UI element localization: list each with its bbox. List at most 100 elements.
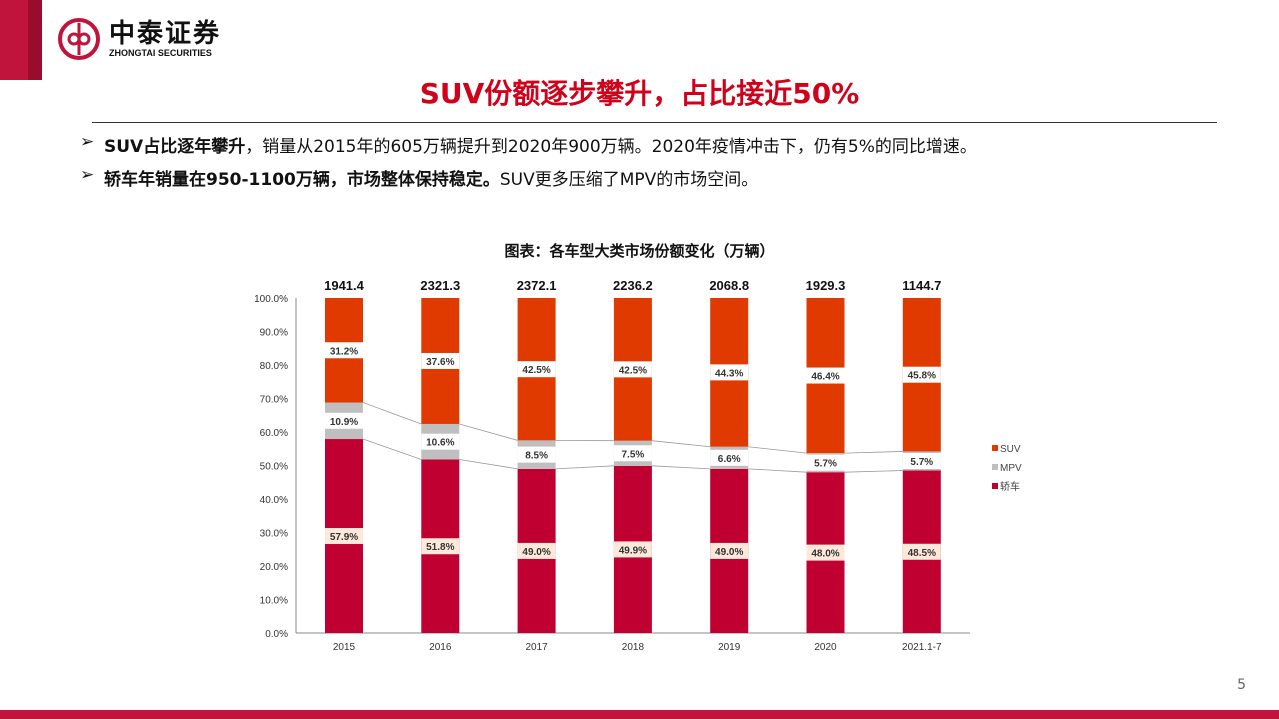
bullet-text: SUV更多压缩了MPV的市场空间。 — [499, 170, 759, 190]
series-line — [844, 451, 903, 454]
data-label: 7.5% — [622, 449, 645, 460]
data-label-bg — [613, 541, 652, 558]
data-label-bg — [325, 342, 363, 359]
data-label: 31.2% — [330, 346, 358, 357]
y-tick-label: 20.0% — [260, 562, 288, 573]
logo-en: ZHONGTAI SECURITIES — [109, 48, 212, 58]
page-number: 5 — [1237, 677, 1246, 693]
chart-title: 图表：各车型大类市场份额变化（万辆） — [504, 242, 775, 260]
logo: 中泰证券 ZHONGTAI SECURITIES — [57, 17, 221, 61]
data-label-bg — [710, 364, 749, 381]
legend-swatch — [992, 483, 998, 489]
data-label: 49.0% — [522, 547, 550, 558]
bullet-bold: SUV占比逐年攀升 — [104, 137, 246, 157]
data-label-bg — [421, 352, 460, 369]
data-label: 5.7% — [910, 457, 933, 468]
data-label: 5.7% — [814, 459, 837, 470]
data-label-bg — [517, 446, 556, 463]
data-label-bg — [806, 454, 845, 471]
series-line — [362, 402, 422, 425]
data-label: 6.6% — [718, 454, 741, 465]
left-brand-bar — [0, 0, 28, 80]
data-label-bg — [421, 433, 460, 450]
x-tick-label: 2015 — [333, 642, 356, 653]
data-label: 45.8% — [908, 371, 936, 382]
series-line — [555, 465, 614, 470]
bullet-text: ，销量从2015年的605万辆提升到2020年900万辆。2020年疫情冲击下，… — [245, 137, 977, 157]
bullet-bold: 轿车年销量在950-1100万辆，市场整体保持稳定。 — [104, 170, 500, 190]
series-line — [651, 465, 711, 470]
legend-swatch — [992, 445, 998, 451]
data-label: 10.6% — [426, 438, 454, 449]
page-title: SUV份额逐步攀升，占比接近50% — [419, 77, 860, 110]
data-label-bg — [710, 542, 749, 559]
series-line — [844, 470, 903, 473]
data-label-bg — [517, 361, 556, 378]
y-tick-label: 60.0% — [260, 428, 288, 439]
data-label-bg — [710, 449, 749, 466]
series-line — [362, 438, 422, 460]
series-line — [651, 440, 711, 448]
bottom-bar — [0, 710, 1279, 719]
data-label: 49.9% — [619, 545, 647, 556]
total-label: 2236.2 — [613, 278, 653, 293]
data-label-bg — [806, 367, 845, 384]
data-label-bg — [613, 445, 652, 462]
data-label: 48.0% — [811, 549, 839, 560]
x-tick-label: 2017 — [525, 642, 548, 653]
x-tick-label: 2016 — [429, 642, 452, 653]
total-label: 1929.3 — [806, 278, 846, 293]
x-tick-label: 2019 — [718, 642, 741, 653]
legend-swatch — [992, 464, 998, 470]
data-label: 49.0% — [715, 547, 743, 558]
bullet-1: ➢ SUV占比逐年攀升，销量从2015年的605万辆提升到2020年900万辆。2… — [80, 132, 977, 157]
y-tick-label: 10.0% — [260, 596, 288, 607]
y-tick-label: 100.0% — [254, 294, 288, 305]
x-tick-label: 2018 — [622, 642, 645, 653]
data-label: 10.9% — [330, 417, 358, 428]
y-tick-label: 90.0% — [260, 328, 288, 339]
legend-label: SUV — [1000, 444, 1021, 455]
data-label-bg — [902, 366, 941, 383]
x-tick-label: 2021.1-7 — [902, 642, 942, 653]
y-tick-label: 50.0% — [260, 462, 288, 473]
y-tick-label: 40.0% — [260, 495, 288, 506]
data-label: 51.8% — [426, 542, 454, 553]
data-label-bg — [517, 542, 556, 559]
data-label-bg — [613, 361, 652, 378]
data-label: 46.4% — [811, 372, 839, 383]
data-label: 8.5% — [525, 451, 548, 462]
total-label: 1144.7 — [902, 278, 941, 293]
data-label: 37.6% — [426, 357, 454, 368]
data-label: 57.9% — [330, 532, 358, 543]
legend-label: 轿车 — [1000, 480, 1020, 493]
total-label: 1941.4 — [324, 278, 365, 293]
total-label: 2372.1 — [517, 278, 557, 293]
data-label: 48.5% — [908, 548, 936, 559]
data-label: 44.3% — [715, 368, 743, 379]
y-tick-label: 0.0% — [265, 629, 288, 640]
data-label-bg — [902, 452, 941, 469]
y-tick-label: 80.0% — [260, 361, 288, 372]
total-label: 2321.3 — [420, 278, 460, 293]
data-label: 42.5% — [619, 365, 647, 376]
series-line — [748, 446, 807, 454]
series-line — [748, 468, 807, 473]
legend-label: MPV — [1000, 463, 1022, 474]
data-label-bg — [421, 538, 460, 555]
series-line — [459, 459, 518, 470]
y-tick-label: 30.0% — [260, 529, 288, 540]
divider — [92, 122, 1217, 123]
bullet-2: ➢ 轿车年销量在950-1100万辆，市场整体保持稳定。SUV更多压缩了MPV的市… — [80, 165, 759, 190]
x-tick-label: 2020 — [814, 642, 837, 653]
data-label-bg — [902, 543, 941, 560]
logo-icon — [58, 18, 100, 60]
data-label-bg — [325, 528, 363, 545]
data-label: 42.5% — [522, 365, 550, 376]
data-label-bg — [325, 412, 363, 429]
left-brand-bar-dark — [28, 0, 42, 80]
total-label: 2068.8 — [709, 278, 749, 293]
series-line — [459, 423, 518, 441]
logo-cn: 中泰证券 — [109, 19, 222, 49]
